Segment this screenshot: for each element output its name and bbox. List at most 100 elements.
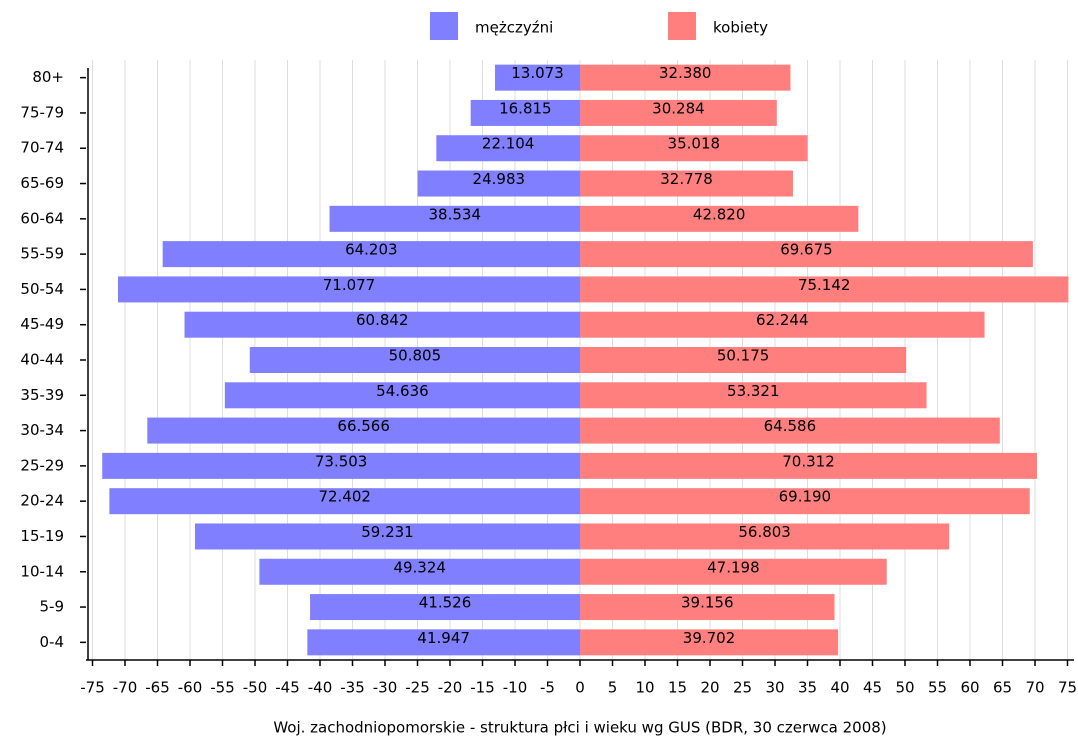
y-tick-label: 80+: [32, 68, 64, 86]
data-label: 24.983: [473, 170, 526, 188]
x-tick-label: 50: [895, 679, 914, 697]
bar: [580, 170, 794, 197]
data-label: 35.018: [668, 135, 721, 153]
y-tick-label: 20-24: [20, 492, 64, 510]
bar: [580, 488, 1030, 515]
y-tick-label: 10-14: [20, 562, 64, 580]
bar: [580, 382, 927, 409]
data-label: 49.324: [393, 558, 446, 576]
bar: [249, 347, 580, 373]
x-tick-label: -20: [438, 679, 463, 697]
x-tick-label: -60: [178, 679, 203, 697]
y-tick-label: 55-59: [20, 245, 64, 263]
data-label: 73.503: [315, 452, 368, 470]
bar: [580, 452, 1038, 479]
y-tick-label: 75-79: [20, 103, 64, 121]
x-tick-label: -70: [113, 679, 138, 697]
bar: [495, 64, 580, 91]
bar: [580, 99, 777, 126]
bar: [580, 347, 907, 373]
x-tick-label: 45: [863, 679, 882, 697]
x-tick-label: 60: [960, 679, 979, 697]
bar: [580, 629, 839, 656]
data-label: 64.586: [764, 417, 817, 435]
bar: [162, 241, 581, 268]
x-tick-label: -55: [210, 679, 235, 697]
y-tick-label: 15-19: [20, 527, 64, 545]
bar: [184, 311, 581, 338]
data-label: 66.566: [337, 417, 390, 435]
x-tick-label: -40: [308, 679, 333, 697]
data-label: 41.947: [417, 629, 470, 647]
data-label: 42.820: [693, 205, 746, 223]
data-label: 50.805: [389, 347, 442, 365]
bar: [102, 452, 580, 479]
bar: [580, 594, 835, 621]
bar: [580, 311, 985, 338]
x-tick-label: 40: [830, 679, 849, 697]
legend-label: kobiety: [713, 19, 768, 37]
y-tick-label: 35-39: [20, 386, 64, 404]
legend-swatch: [430, 12, 458, 40]
data-label: 16.815: [499, 99, 552, 117]
bar: [117, 276, 580, 303]
x-tick-label: -50: [243, 679, 268, 697]
data-label: 59.231: [361, 523, 414, 541]
x-tick-label: -5: [540, 679, 555, 697]
legend-label: mężczyźni: [475, 19, 553, 37]
bar: [580, 417, 1000, 444]
x-tick-label: 0: [575, 679, 585, 697]
bar: [470, 99, 580, 126]
data-label: 72.402: [318, 488, 371, 506]
x-tick-label: -65: [145, 679, 170, 697]
x-tick-label: -30: [373, 679, 398, 697]
data-label: 69.675: [780, 241, 833, 259]
bar: [259, 558, 580, 585]
y-tick-label: 5-9: [40, 598, 65, 616]
bar: [194, 523, 580, 550]
data-label: 64.203: [345, 241, 398, 259]
x-tick-label: 20: [700, 679, 719, 697]
bar: [580, 241, 1033, 268]
y-tick-label: 50-54: [20, 280, 64, 298]
data-label: 13.073: [511, 64, 564, 82]
y-tick-label: 30-34: [20, 421, 64, 439]
x-tick-label: 25: [733, 679, 752, 697]
y-tick-label: 25-29: [20, 456, 64, 474]
x-tick-label: 10: [635, 679, 654, 697]
x-tick-label: -35: [340, 679, 365, 697]
data-label: 56.803: [738, 523, 791, 541]
bar: [310, 594, 580, 621]
x-tick-label: 75: [1058, 679, 1077, 697]
x-tick-label: 65: [993, 679, 1012, 697]
bar: [417, 170, 580, 197]
bar: [580, 523, 950, 550]
x-tick-label: -15: [470, 679, 495, 697]
x-tick-label: -45: [275, 679, 300, 697]
x-tick-label: -25: [405, 679, 430, 697]
y-tick-label: 65-69: [20, 174, 64, 192]
bar: [307, 629, 580, 656]
data-label: 70.312: [782, 452, 835, 470]
data-label: 39.156: [681, 594, 734, 612]
y-tick-label: 40-44: [20, 351, 64, 369]
data-label: 60.842: [356, 311, 409, 329]
bar: [580, 205, 859, 232]
data-label: 69.190: [779, 488, 832, 506]
data-label: 32.778: [660, 170, 713, 188]
bar: [147, 417, 581, 444]
data-label: 30.284: [652, 99, 705, 117]
data-label: 54.636: [376, 382, 429, 400]
x-tick-label: 5: [608, 679, 618, 697]
y-tick-label: 0-4: [40, 633, 65, 651]
bar: [224, 382, 580, 409]
y-tick-label: 70-74: [20, 139, 64, 157]
data-label: 39.702: [683, 629, 736, 647]
bar: [436, 135, 580, 162]
bar: [580, 64, 791, 91]
y-tick-label: 45-49: [20, 315, 64, 333]
x-tick-label: 35: [798, 679, 817, 697]
data-label: 75.142: [798, 276, 851, 294]
y-tick-label: 60-64: [20, 209, 64, 227]
